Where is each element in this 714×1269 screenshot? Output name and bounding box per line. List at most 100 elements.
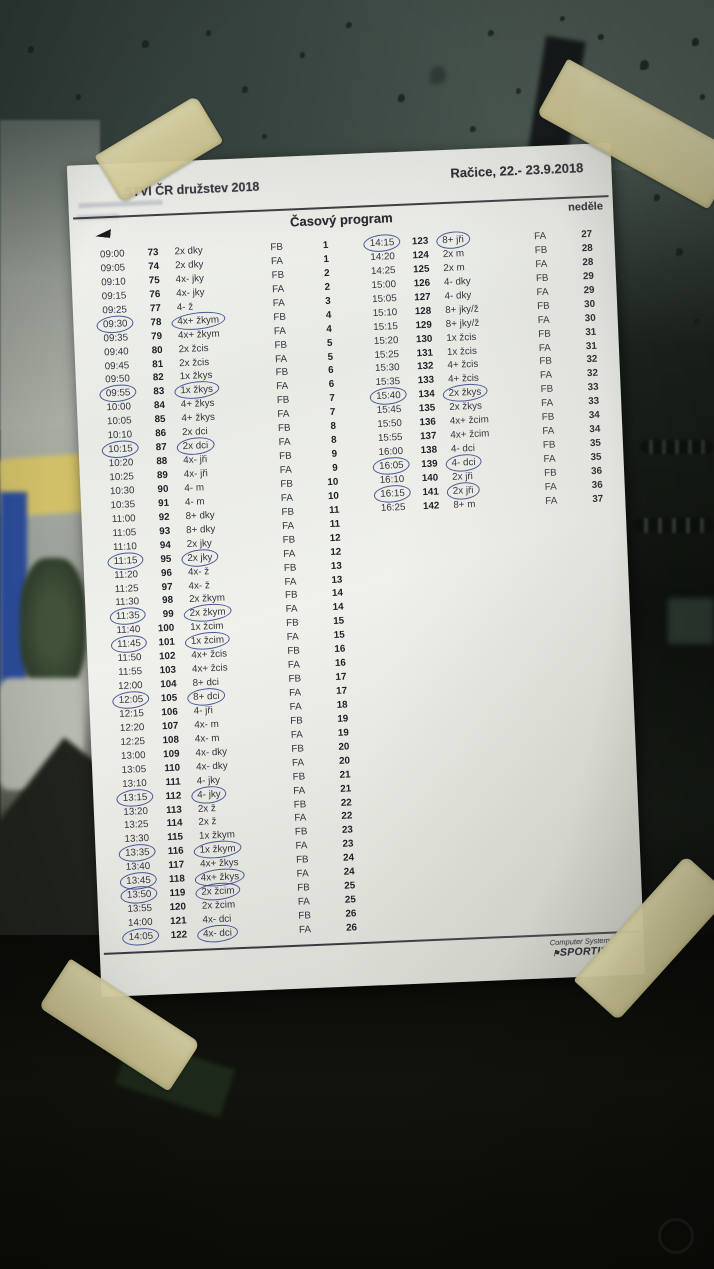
start-number-cell: 111	[165, 776, 181, 788]
water-droplet	[516, 88, 521, 94]
pen-circle-annotation: 8+ dci	[192, 690, 220, 703]
final-cell: FA	[296, 868, 309, 880]
race-number-cell: 9	[332, 462, 338, 474]
time-cell: 16:25	[380, 501, 406, 514]
final-cell: FA	[294, 812, 307, 825]
final-cell: FB	[542, 439, 556, 452]
illegible-small-text	[78, 199, 163, 209]
race-number-cell: 19	[337, 727, 350, 739]
water-droplet	[676, 248, 683, 256]
final-cell: FA	[540, 397, 554, 410]
start-number-cell: 86	[154, 428, 167, 440]
start-number-cell: 115	[167, 831, 184, 844]
start-number-cell: 117	[168, 859, 185, 872]
final-cell: FA	[290, 729, 304, 741]
race-number-cell: 22	[340, 796, 352, 809]
pen-circle-annotation: 1x žcim	[190, 634, 225, 648]
final-cell: FB	[281, 506, 295, 518]
time-cell: 13:35	[111, 846, 150, 862]
final-cell: FA	[286, 631, 299, 644]
final-cell: FA	[544, 481, 557, 493]
start-number-cell: 120	[169, 901, 187, 914]
pen-circle-annotation: 1x žkym	[199, 843, 236, 857]
time-cell: 13:15	[109, 791, 148, 807]
water-droplet	[430, 66, 446, 84]
location-date: Račice, 22.- 23.9.2018	[450, 160, 584, 181]
final-cell: FA	[533, 230, 547, 243]
final-cell: FB	[292, 770, 306, 783]
race-number-cell: 10	[327, 476, 339, 489]
time-cell: 13:50	[113, 888, 152, 904]
race-number-cell: 34	[589, 423, 601, 436]
pen-circle-annotation: 8+ jři	[442, 234, 465, 247]
start-number-cell: 127	[414, 291, 431, 304]
start-number-cell: 135	[418, 402, 436, 415]
race-number-cell: 25	[344, 894, 357, 906]
final-cell: FB	[280, 478, 294, 491]
water-droplet	[598, 34, 604, 40]
pen-circle-annotation: 2x jky	[187, 551, 213, 564]
start-number-cell: 73	[147, 246, 159, 259]
final-cell: FA	[535, 258, 548, 271]
pen-circle-annotation: 4- jky	[197, 788, 221, 801]
race-number-cell: 16	[334, 657, 347, 670]
pen-circle-annotation: 13:50	[126, 888, 152, 901]
pen-circle-annotation: 4x+ žkym	[177, 314, 220, 327]
start-number-cell: 96	[160, 567, 173, 579]
race-number-cell: 37	[592, 493, 604, 505]
water-droplet	[640, 60, 649, 70]
final-cell: FB	[278, 450, 292, 463]
start-number-cell: 113	[165, 804, 183, 816]
race-number-cell: 17	[335, 685, 348, 697]
time-cell: 11:15	[99, 554, 138, 570]
race-number-cell: 13	[331, 574, 343, 586]
race-number-cell: 26	[345, 922, 358, 934]
race-number-cell: 23	[341, 824, 354, 837]
water-droplet	[398, 94, 405, 102]
race-number-cell: 31	[585, 340, 598, 352]
ink-mark	[95, 228, 111, 238]
water-droplet	[560, 16, 565, 21]
final-cell: FA	[270, 255, 284, 268]
final-cell: FA	[297, 896, 311, 908]
water-droplet	[206, 30, 211, 36]
final-cell: FB	[283, 562, 297, 574]
time-cell: 16:05	[365, 459, 404, 475]
final-cell: FA	[279, 464, 292, 477]
final-cell: FA	[287, 659, 301, 672]
final-cell: FA	[276, 381, 289, 393]
final-cell: FA	[545, 495, 558, 507]
final-cell: FA	[543, 453, 556, 466]
final-cell: FA	[288, 687, 302, 699]
race-number-cell: 29	[583, 284, 595, 296]
final-cell: FB	[297, 882, 311, 894]
final-cell: FA	[542, 425, 555, 438]
final-cell: FB	[541, 411, 555, 424]
final-cell: FB	[282, 534, 296, 546]
race-number-cell: 21	[340, 782, 352, 795]
start-number-cell: 108	[162, 734, 180, 747]
start-number-cell: 80	[151, 344, 163, 356]
race-number-cell: 5	[326, 337, 333, 349]
start-number-cell: 138	[420, 444, 438, 457]
race-number-cell: 34	[588, 409, 600, 422]
race-number-cell: 36	[591, 479, 603, 491]
race-number-cell: 7	[329, 393, 336, 405]
day-label: neděle	[567, 200, 604, 214]
pen-circle-annotation: 14:05	[128, 930, 154, 943]
race-number-cell: 21	[339, 769, 351, 781]
final-cell: FA	[283, 548, 296, 560]
race-number-cell: 24	[343, 866, 355, 878]
race-number-cell: 20	[338, 741, 350, 753]
final-cell: FA	[292, 784, 306, 797]
reflection-patch	[668, 598, 714, 644]
final-cell: FA	[538, 342, 552, 354]
start-number-cell: 104	[160, 678, 177, 691]
pen-circle-annotation: 2x jři	[452, 484, 474, 497]
race-number-cell: 7	[329, 406, 336, 419]
water-droplet	[242, 86, 248, 93]
water-droplet	[694, 318, 700, 325]
pen-circle-annotation: 2x dci	[182, 440, 209, 453]
start-number-cell: 136	[419, 416, 437, 429]
